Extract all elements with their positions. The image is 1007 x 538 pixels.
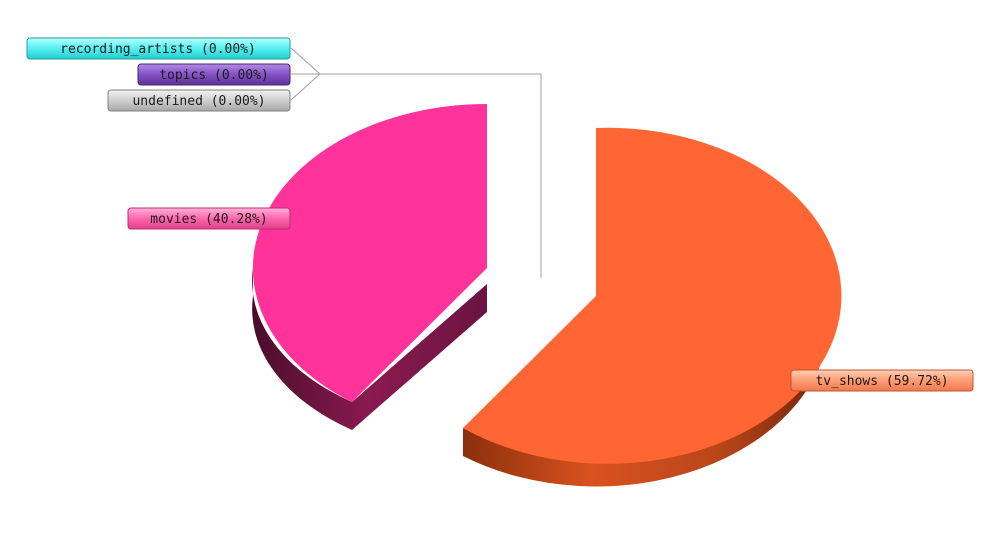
slice-tv-shows[interactable] — [463, 127, 842, 464]
leader-lines — [290, 47, 542, 278]
label-box-movies — [127, 207, 291, 230]
slice-labels: recording_artists (0.00%) topics (0.00%)… — [26, 37, 974, 392]
label-undefined: undefined (0.00%) — [107, 89, 291, 112]
label-text-movies: movies (40.28%) — [150, 212, 267, 227]
label-box-recording-artists — [26, 37, 291, 60]
slice-side-tv-shows — [463, 296, 830, 487]
label-box-tv-shows — [790, 369, 974, 392]
label-text-tv-shows: tv_shows (59.72%) — [815, 374, 948, 389]
leader-line-undefined — [290, 73, 321, 101]
leader-line-recording-artists — [290, 47, 542, 278]
label-box-topics — [137, 63, 291, 86]
label-text-undefined: undefined (0.00%) — [132, 94, 265, 109]
label-text-topics: topics (0.00%) — [159, 68, 269, 83]
slice-side-movies — [252, 268, 487, 430]
label-recording-artists: recording_artists (0.00%) — [26, 37, 291, 60]
label-box-undefined — [107, 89, 291, 112]
label-text-recording-artists: recording_artists (0.00%) — [60, 42, 256, 57]
label-topics: topics (0.00%) — [137, 63, 291, 86]
pie-tops — [252, 103, 842, 464]
label-movies: movies (40.28%) — [127, 207, 291, 230]
label-tv-shows: tv_shows (59.72%) — [790, 369, 974, 392]
slice-movies[interactable] — [252, 103, 487, 402]
pie-sides — [252, 268, 830, 487]
